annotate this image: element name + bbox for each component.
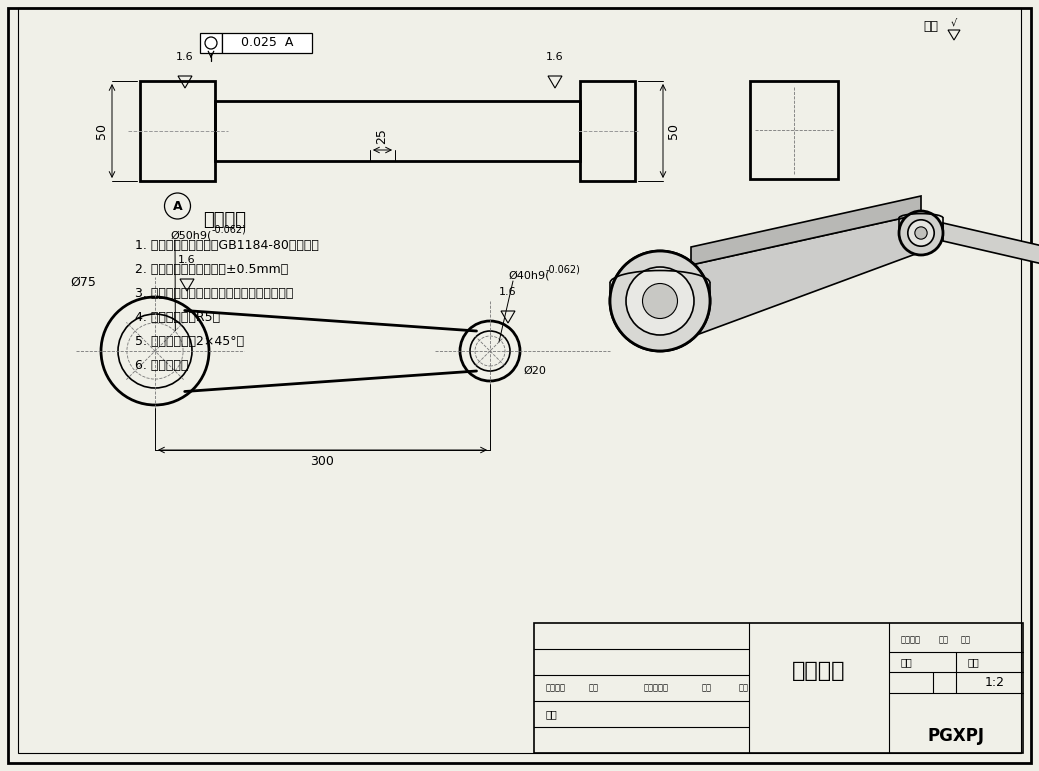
Circle shape xyxy=(627,267,694,335)
Bar xyxy=(199,33,222,53)
Text: 其余: 其余 xyxy=(923,19,938,32)
Text: 0.025  A: 0.025 A xyxy=(241,36,293,49)
Text: 4. 未注圆角半径R5。: 4. 未注圆角半径R5。 xyxy=(135,311,220,324)
Polygon shape xyxy=(943,223,1039,271)
Text: 1.6: 1.6 xyxy=(177,52,194,62)
Circle shape xyxy=(642,284,677,318)
Text: 签字: 签字 xyxy=(702,684,712,692)
Circle shape xyxy=(610,251,710,351)
Text: Ø40h9(: Ø40h9( xyxy=(508,271,550,281)
Text: Ø20: Ø20 xyxy=(523,366,545,376)
Text: 1:2: 1:2 xyxy=(985,676,1005,689)
Text: 1.6: 1.6 xyxy=(178,255,195,265)
Text: Ø75: Ø75 xyxy=(70,276,96,289)
Text: √: √ xyxy=(951,17,957,27)
Text: A: A xyxy=(172,200,182,213)
Text: 审核: 审核 xyxy=(968,657,980,667)
Circle shape xyxy=(908,220,934,246)
Text: 50: 50 xyxy=(96,123,108,139)
Text: 1.6: 1.6 xyxy=(547,52,564,62)
Circle shape xyxy=(642,284,677,318)
Text: 图样标记: 图样标记 xyxy=(547,684,566,692)
Text: 6. 锐角倒钝。: 6. 锐角倒钝。 xyxy=(135,359,188,372)
Bar xyxy=(215,101,580,161)
Text: 更改文件号: 更改文件号 xyxy=(644,684,669,692)
Text: -0.062): -0.062) xyxy=(212,224,247,234)
Bar xyxy=(222,33,312,53)
Text: 设计: 设计 xyxy=(547,709,558,719)
Text: 重量: 重量 xyxy=(938,635,949,645)
Text: PGXPJ: PGXPJ xyxy=(928,727,985,745)
Circle shape xyxy=(627,267,694,335)
Circle shape xyxy=(915,227,927,239)
Text: -0.062): -0.062) xyxy=(547,265,581,275)
Text: 比例: 比例 xyxy=(961,635,971,645)
Text: 1. 未注形状公差应符合GB1184-80的要求。: 1. 未注形状公差应符合GB1184-80的要求。 xyxy=(135,239,319,252)
Text: 5. 未注倒角均为2×45°。: 5. 未注倒角均为2×45°。 xyxy=(135,335,244,348)
Text: 3. 铸件公差带对称于毛坯铸件基本尺寸配置。: 3. 铸件公差带对称于毛坯铸件基本尺寸配置。 xyxy=(135,287,293,300)
Text: 2. 未注长度尺寸允许偏差±0.5mm。: 2. 未注长度尺寸允许偏差±0.5mm。 xyxy=(135,263,288,276)
Bar xyxy=(750,81,838,179)
Bar xyxy=(140,81,215,181)
Text: 1.6: 1.6 xyxy=(499,287,516,297)
Text: 负责: 负责 xyxy=(901,657,912,667)
Text: 数量: 数量 xyxy=(589,684,600,692)
Polygon shape xyxy=(691,214,921,337)
Text: 日期: 日期 xyxy=(739,684,749,692)
Text: 50: 50 xyxy=(666,123,680,139)
Text: 阶段标记: 阶段标记 xyxy=(901,635,921,645)
Bar xyxy=(534,623,1023,753)
Text: 把手连杆: 把手连杆 xyxy=(793,661,846,681)
Text: 技术要求: 技术要求 xyxy=(204,211,246,229)
Polygon shape xyxy=(691,196,921,265)
Text: 25: 25 xyxy=(375,128,389,144)
Text: 300: 300 xyxy=(311,455,335,468)
Circle shape xyxy=(610,251,710,351)
Circle shape xyxy=(899,211,943,255)
Text: Ø50h9(: Ø50h9( xyxy=(170,230,211,240)
Bar xyxy=(580,81,635,181)
